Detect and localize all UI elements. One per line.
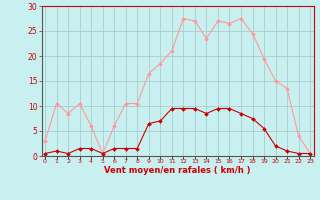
X-axis label: Vent moyen/en rafales ( km/h ): Vent moyen/en rafales ( km/h ) — [104, 166, 251, 175]
